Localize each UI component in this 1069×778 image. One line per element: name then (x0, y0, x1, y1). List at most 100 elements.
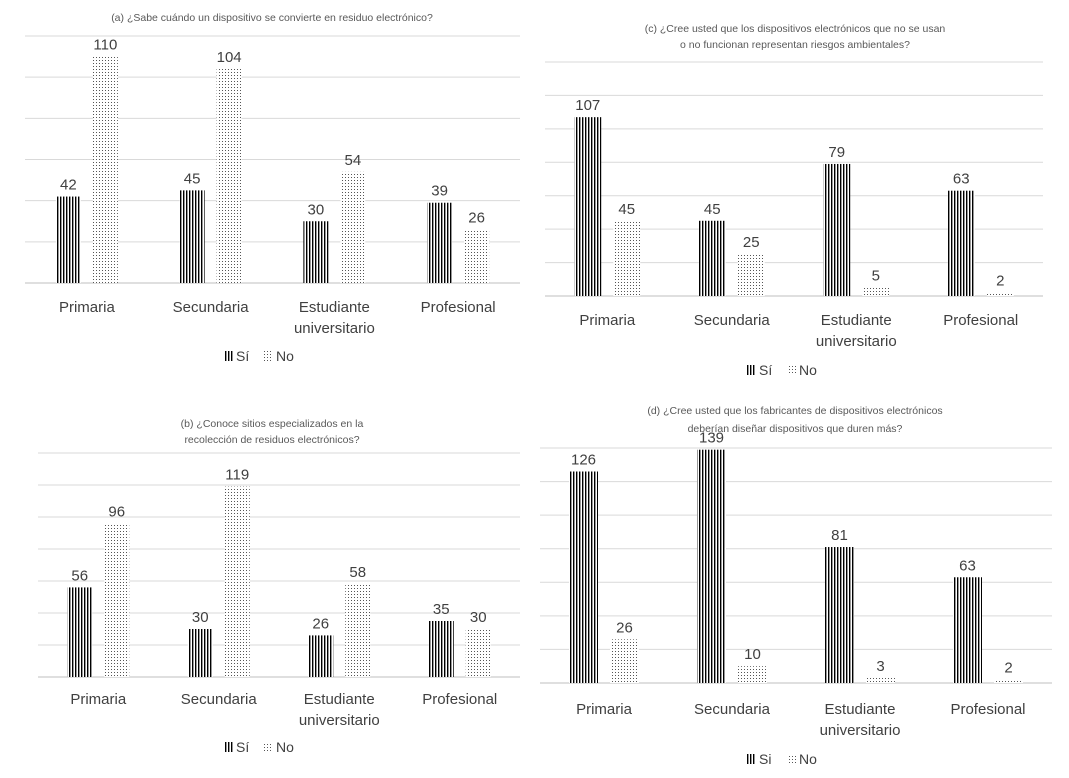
legend-label: No (276, 739, 294, 755)
legend-label: Sí (236, 739, 249, 755)
data-label: 81 (831, 527, 848, 544)
bar-no (465, 629, 491, 677)
data-label: 58 (349, 564, 366, 581)
data-label: 2 (1004, 660, 1012, 677)
bar-si (67, 587, 93, 677)
bar-si (823, 163, 851, 296)
chart-title: recolección de residuos electrónicos? (184, 434, 359, 446)
legend-label: Si (759, 751, 771, 767)
bar-no (104, 523, 130, 677)
data-label: 107 (575, 97, 600, 114)
data-label: 56 (71, 567, 88, 584)
data-label: 30 (192, 609, 209, 626)
legend-swatch-no (264, 351, 273, 361)
bar-no (216, 68, 242, 283)
data-label: 63 (953, 171, 970, 188)
bar-no (994, 679, 1023, 683)
data-label: 5 (872, 268, 880, 285)
data-label: 96 (108, 503, 125, 520)
category-label: Primaria (70, 691, 126, 708)
category-label: universitario (816, 333, 897, 350)
legend-swatch-si (224, 742, 233, 752)
chart-title: o no funcionan representan riesgos ambie… (680, 39, 910, 51)
data-label: 39 (431, 183, 448, 200)
bar-no (613, 220, 641, 296)
category-label: Secundaria (181, 691, 258, 708)
chart-title: (b) ¿Conoce sitios especializados en la (181, 418, 364, 430)
data-label: 30 (470, 609, 487, 626)
bar-si (574, 117, 602, 297)
data-label: 42 (60, 177, 77, 194)
category-label: Primaria (576, 701, 632, 718)
legend-swatch-no (264, 742, 273, 752)
bar-no (345, 584, 371, 677)
bar-si (427, 202, 453, 283)
legend-swatch-si (224, 351, 233, 361)
bar-si (825, 547, 854, 683)
data-label: 25 (743, 234, 760, 251)
legend-label: No (799, 362, 817, 378)
data-label: 45 (618, 201, 635, 218)
category-label: Profesional (943, 312, 1018, 329)
data-label: 26 (312, 615, 329, 632)
bar-si (953, 577, 982, 683)
data-label: 35 (433, 601, 450, 618)
category-label: universitario (299, 712, 380, 729)
chart-title: deberían diseñar dispositivos que duren … (688, 423, 903, 435)
legend-label: No (799, 751, 817, 767)
bar-si (698, 220, 726, 296)
data-label: 54 (345, 152, 362, 169)
legend-label: No (276, 348, 294, 364)
bar-no (866, 677, 895, 683)
legend-label: Sí (759, 362, 772, 378)
legend-swatch-si (747, 754, 756, 764)
data-label: 79 (828, 144, 845, 161)
bar-no (738, 666, 767, 683)
category-label: Estudiante (825, 701, 896, 718)
bar-no (464, 229, 490, 283)
data-label: 110 (93, 37, 117, 54)
category-label: Estudiante (299, 299, 370, 316)
legend-swatch-no (787, 754, 796, 764)
data-label: 30 (308, 201, 325, 218)
chart-title: (d) ¿Cree usted que los fabricantes de d… (647, 405, 942, 417)
category-label: universitario (294, 320, 375, 337)
bar-no (862, 287, 890, 296)
data-label: 26 (468, 209, 485, 226)
category-label: universitario (820, 722, 901, 739)
category-label: Secundaria (694, 701, 771, 718)
data-label: 26 (616, 619, 633, 636)
category-label: Profesional (422, 691, 497, 708)
category-label: Secundaria (694, 312, 771, 329)
bar-si (55, 196, 81, 283)
data-label: 119 (225, 467, 249, 484)
bar-no (610, 639, 639, 683)
category-label: Primaria (579, 312, 635, 329)
legend-swatch-no (787, 365, 796, 375)
data-label: 126 (571, 452, 596, 469)
chart-title: (c) ¿Cree usted que los dispositivos ele… (645, 23, 946, 35)
category-label: Estudiante (821, 312, 892, 329)
bar-si (569, 471, 598, 683)
category-label: Profesional (421, 299, 496, 316)
data-label: 63 (959, 557, 976, 574)
bar-si (947, 190, 975, 296)
bar-no (92, 56, 118, 284)
legend-label: Sí (236, 348, 249, 364)
bar-si (187, 629, 213, 677)
data-label: 139 (699, 430, 724, 447)
category-label: Profesional (950, 701, 1025, 718)
category-label: Estudiante (304, 691, 375, 708)
bar-si (697, 449, 726, 683)
bar-si (303, 221, 329, 283)
bar-si (179, 190, 205, 283)
data-label: 104 (217, 49, 242, 66)
bar-no (224, 486, 250, 677)
bar-no (340, 171, 366, 283)
chart-title: (a) ¿Sabe cuándo un dispositivo se convi… (111, 12, 433, 24)
bar-si (428, 621, 454, 677)
data-label: 45 (704, 201, 721, 218)
category-label: Secundaria (173, 299, 250, 316)
bar-no (737, 254, 765, 296)
